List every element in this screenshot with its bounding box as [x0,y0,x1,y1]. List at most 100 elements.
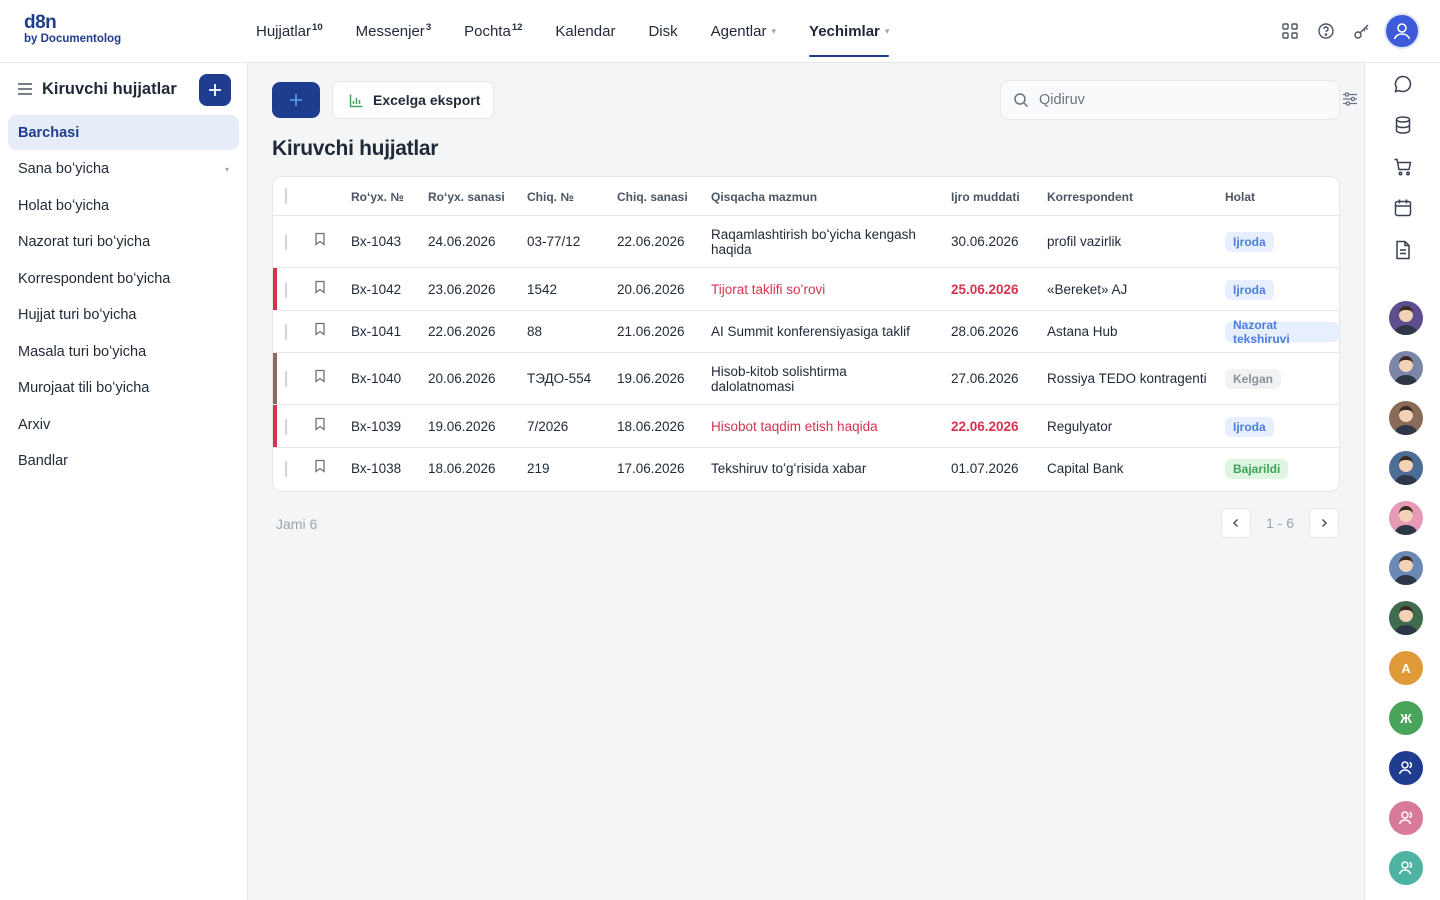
user-avatar[interactable] [1384,13,1420,49]
sidebar-item[interactable]: Holat boʻyicha [8,188,239,223]
contact-avatar[interactable]: A [1389,651,1423,685]
chevron-down-icon: ▾ [771,25,777,36]
cell-outgoing-number: 219 [527,461,550,476]
contact-avatar[interactable] [1389,751,1423,785]
sidebar-item[interactable]: Hujjat turi boʻyicha [8,298,239,333]
documents-table: Roʻyx. № Roʻyx. sanasi Chiq. № Chiq. sanasi… [272,176,1340,492]
bookmark-icon[interactable] [314,322,326,339]
row-select-marker[interactable] [285,418,287,435]
filter-settings-icon[interactable] [1342,91,1358,107]
sidebar-item[interactable]: Korrespondent boʻyicha [8,261,239,296]
row-select-marker[interactable] [285,234,287,250]
contact-avatar[interactable] [1389,451,1423,485]
row-select-marker[interactable] [285,324,287,340]
row-priority-marker [273,353,277,404]
sidebar-item[interactable]: Murojaat tili boʻyicha [8,371,239,406]
cell-reg-number: Вх-1041 [351,324,402,339]
bookmark-icon[interactable] [314,459,326,476]
apps-grid-icon[interactable] [1272,13,1308,49]
chat-icon[interactable] [1391,72,1415,96]
bookmark-icon[interactable] [314,232,326,249]
nav-item-yechimlar[interactable]: Yechimlar ▾ [809,0,890,62]
bookmark-icon[interactable] [314,280,326,297]
sidebar-item[interactable]: Barchasi [8,115,239,150]
column-header[interactable]: Korrespondent [1047,190,1134,204]
bookmark-icon[interactable] [314,369,326,386]
column-header[interactable]: Ijro muddati [951,190,1020,204]
status-badge: Bajarildi [1225,459,1289,479]
cell-deadline: 27.06.2026 [951,371,1019,386]
table-row[interactable]: Вх-1038 18.06.2026 219 17.06.2026 Tekshiruv … [273,448,1339,490]
excel-export-button[interactable]: Excelga eksport [332,81,494,119]
nav-item-pochta[interactable]: Pochta 12 [464,0,522,62]
column-header[interactable]: Qisqacha mazmun [711,190,818,204]
calendar-icon[interactable] [1391,196,1415,220]
nav-item-label: Hujjatlar [256,22,312,40]
nav-item-disk[interactable]: Disk [648,0,677,62]
nav-item-label: Agentlar [710,22,767,40]
sidebar-item[interactable]: Bandlar [8,444,239,479]
cell-reg-number: Вх-1042 [351,281,402,297]
row-select-marker[interactable] [285,281,287,298]
contact-avatar[interactable] [1389,601,1423,635]
row-select-marker[interactable] [285,461,287,477]
nav-item-agentlar[interactable]: Agentlar ▾ [711,0,776,62]
brand-logo[interactable]: d8n by Documentolog [24,13,121,46]
excel-export-label: Excelga eksport [373,92,481,108]
contact-avatar[interactable] [1389,501,1423,535]
table-row[interactable]: Вх-1043 24.06.2026 03-77/12 22.06.2026 Raqam… [273,216,1339,268]
nav-item-label: Messenjer [355,22,425,40]
table-row[interactable]: Вх-1039 19.06.2026 7/2026 18.06.2026 Hisobot… [273,405,1339,448]
prev-page-button[interactable] [1221,508,1251,538]
contact-avatar[interactable] [1389,401,1423,435]
contact-avatar[interactable] [1389,851,1423,885]
table-row[interactable]: Вх-1042 23.06.2026 1542 20.06.2026 Tijorat t… [273,268,1339,311]
cell-outgoing-number: ТЭДО-554 [527,371,592,386]
column-header[interactable]: Chiq. № [527,190,574,204]
database-icon[interactable] [1391,113,1415,137]
sidebar-item[interactable]: Masala turi boʻyicha [8,334,239,369]
contact-avatar[interactable] [1389,551,1423,585]
next-page-button[interactable] [1309,508,1339,538]
cell-reg-date: 18.06.2026 [428,461,496,476]
contact-avatar[interactable] [1389,301,1423,335]
nav-item-messenjer[interactable]: Messenjer 3 [356,0,432,62]
column-header[interactable]: Roʻyx. sanasi [428,190,505,204]
sidebar-item[interactable]: Sana boʻyicha ▾ [8,152,239,187]
column-header[interactable]: Roʻyx. № [351,190,404,204]
sidebar-item[interactable]: Arxiv [8,407,239,442]
hamburger-menu-icon[interactable] [16,80,34,103]
chevron-left-icon [1232,518,1239,528]
key-icon[interactable] [1344,13,1380,49]
select-all-marker[interactable] [285,188,287,204]
main-content: Excelga eksport Kiruvchi hujjatlar Roʻyx… [248,63,1364,900]
cell-reg-date: 23.06.2026 [428,281,496,297]
cell-correspondent: Capital Bank [1047,461,1124,476]
help-icon[interactable] [1308,13,1344,49]
row-select-marker[interactable] [285,371,287,387]
pagination: 1 - 6 [1221,508,1339,538]
table-row[interactable]: Вх-1041 22.06.2026 88 21.06.2026 AI Summit k… [273,311,1339,353]
sidebar-item-label: Bandlar [18,453,68,469]
new-document-button[interactable] [199,74,231,106]
contact-avatar[interactable] [1389,801,1423,835]
sidebar-item[interactable]: Nazorat turi boʻyicha [8,225,239,260]
cart-icon[interactable] [1391,155,1415,179]
contact-avatar[interactable] [1389,351,1423,385]
nav-item-hujjatlar[interactable]: Hujjatlar 10 [256,0,323,62]
cell-reg-number: Вх-1040 [351,371,402,386]
document-icon[interactable] [1391,238,1415,262]
add-button[interactable] [272,82,320,118]
column-header[interactable]: Chiq. sanasi [617,190,688,204]
cell-summary: AI Summit konferensiyasiga taklif [711,324,910,339]
cell-outgoing-number: 1542 [527,281,558,297]
search-input[interactable] [1039,92,1319,108]
nav-item-kalendar[interactable]: Kalendar [555,0,615,62]
contact-avatar[interactable]: Ж [1389,701,1423,735]
column-header[interactable]: Holat [1225,190,1255,204]
sidebar-item-label: Nazorat turi boʻyicha [18,234,151,250]
bookmark-icon[interactable] [314,417,326,434]
search-box[interactable] [1000,80,1340,120]
table-row[interactable]: Вх-1040 20.06.2026 ТЭДО-554 19.06.2026 Hisob… [273,353,1339,405]
nav-item-label: Pochta [464,22,511,40]
